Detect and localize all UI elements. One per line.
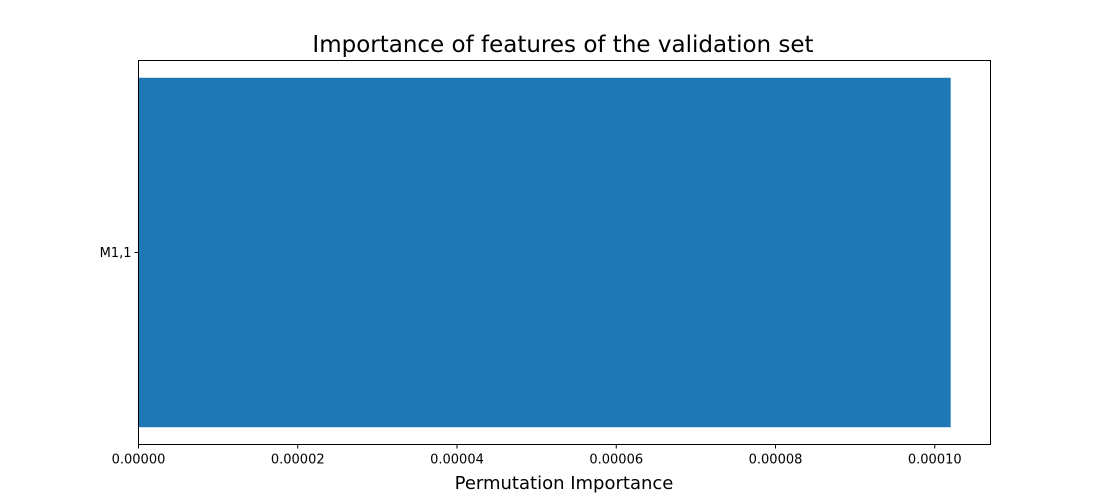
y-axis: M1,1	[100, 246, 139, 261]
x-tick-label: 0.00002	[271, 453, 325, 468]
x-axis: 0.00000 0.00002 0.00004 0.00006 0.00008 0.000…	[112, 444, 962, 468]
x-tick-label: 0.00006	[589, 453, 643, 468]
x-tick-label: 0.00008	[749, 453, 803, 468]
x-tick-label: 0.00000	[112, 453, 166, 468]
bars-layer	[138, 77, 951, 428]
x-axis-label: Permutation Importance	[455, 473, 674, 494]
x-tick-label: 0.00010	[908, 453, 962, 468]
plot-frame	[138, 60, 991, 445]
bar-m1-1	[138, 77, 951, 428]
x-tick-label: 0.00004	[430, 453, 484, 468]
y-tick-label: M1,1	[100, 246, 132, 261]
chart-title: Importance of features of the validation…	[312, 32, 813, 58]
